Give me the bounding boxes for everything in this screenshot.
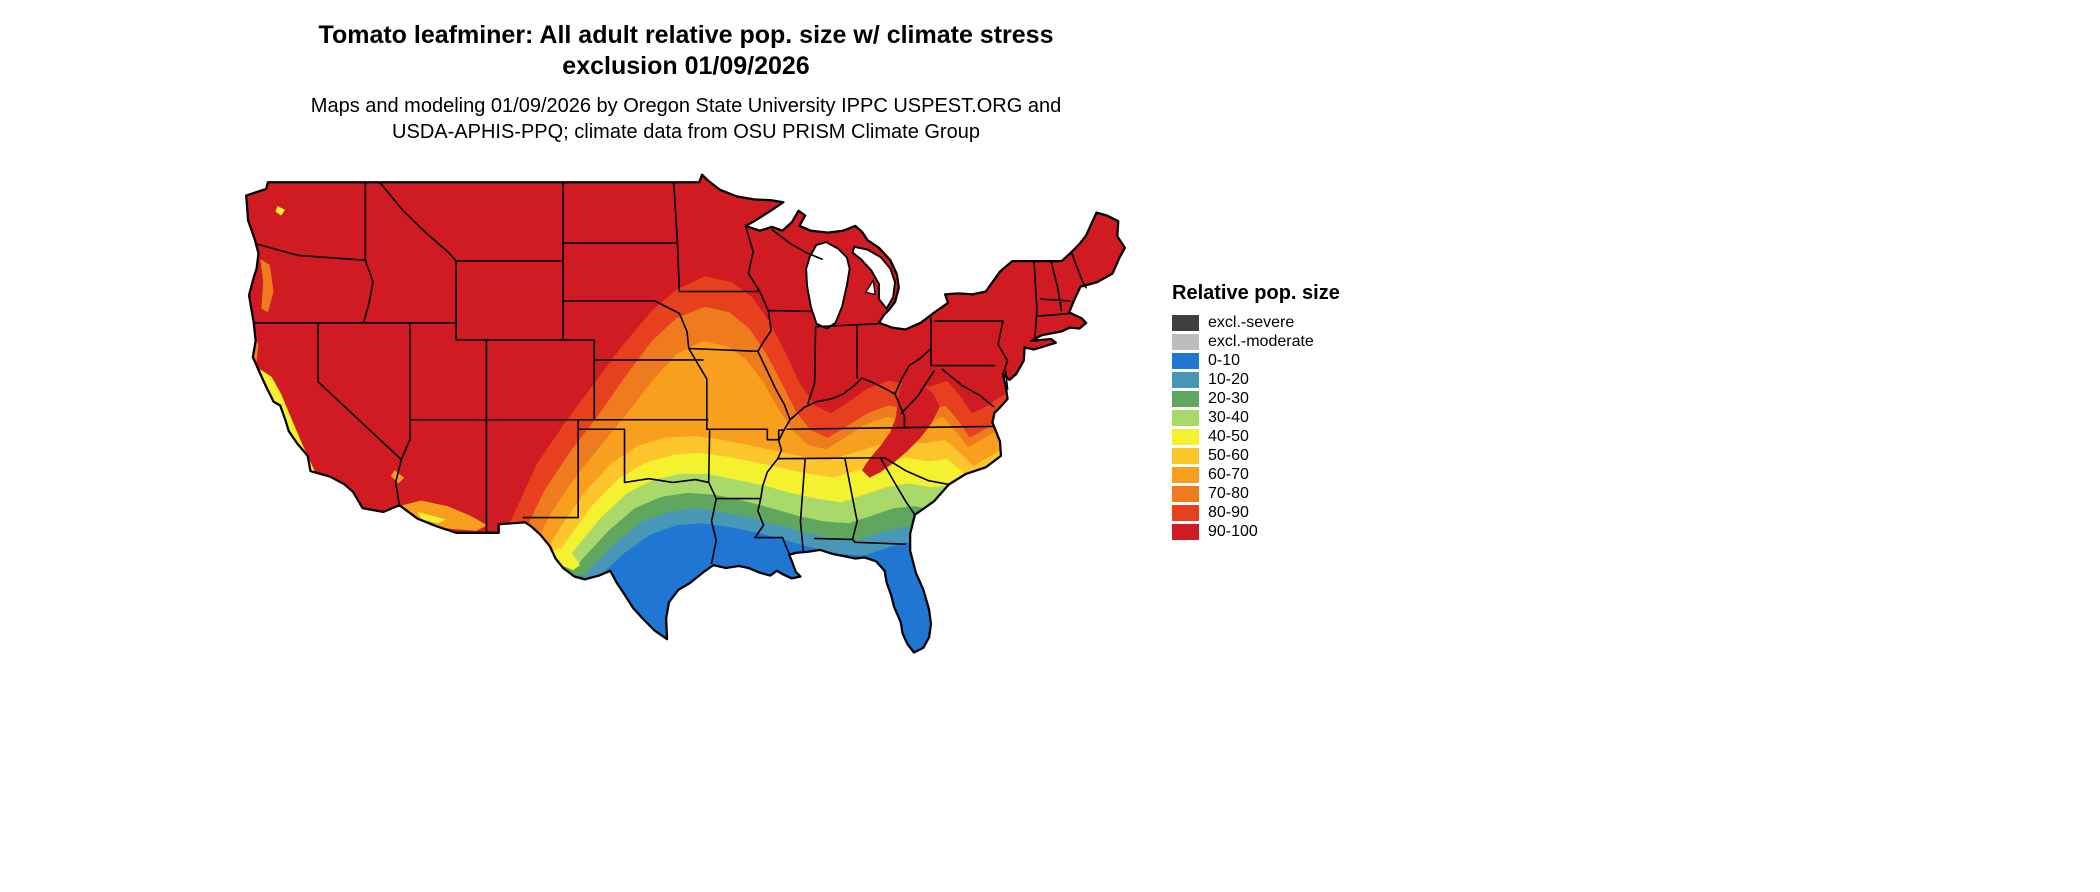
legend-item-label: 20-30 [1208,390,1249,407]
subtitle-block: Maps and modeling 01/09/2026 by Oregon S… [0,93,1372,145]
saginaw-bay [864,278,876,296]
legend-swatch [1172,410,1199,426]
us-choropleth-map [232,168,1140,662]
state-borders [252,181,1087,565]
legend-swatch [1172,486,1199,502]
legend-item: 20-30 [1172,391,1340,407]
us-outline [245,173,1127,654]
legend-item: 40-50 [1172,429,1340,445]
legend-item-label: excl.-moderate [1208,333,1314,350]
legend: Relative pop. size excl.-severe excl.-mo… [1172,282,1340,543]
region-socal-blue-patch [343,506,355,516]
legend-item-label: 30-40 [1208,409,1249,426]
legend-items: excl.-severe excl.-moderate 0-10 10-20 2… [1172,315,1340,540]
page-title-line1: Tomato leafminer: All adult relative pop… [318,21,1054,49]
legend-item: 50-60 [1172,448,1340,464]
legend-swatch [1172,505,1199,521]
legend-item-label: 70-80 [1208,485,1249,502]
legend-swatch [1172,391,1199,407]
legend-item: 70-80 [1172,486,1340,502]
legend-item: 90-100 [1172,524,1340,540]
region-willamette-orange [260,259,274,313]
region-s-arizona-yellow [417,511,446,524]
region-ca-teal-patch [313,491,325,503]
legend-item: 0-10 [1172,353,1340,369]
legend-swatch [1172,315,1199,331]
page-title-line2: exclusion 01/09/2026 [562,52,810,80]
legend-item: 60-70 [1172,467,1340,483]
legend-swatch [1172,429,1199,445]
legend-item-label: excl.-severe [1208,314,1295,331]
lake-huron [851,245,896,311]
legend-title: Relative pop. size [1172,282,1340,304]
legend-swatch [1172,334,1199,350]
great-lakes [805,241,896,330]
legend-item-label: 10-20 [1208,371,1249,388]
legend-item-label: 90-100 [1208,523,1258,540]
lake-michigan [805,241,851,330]
legend-item-label: 80-90 [1208,504,1249,521]
legend-swatch [1172,372,1199,388]
legend-item: 10-20 [1172,372,1340,388]
legend-item-label: 40-50 [1208,428,1249,445]
legend-item-label: 60-70 [1208,466,1249,483]
legend-item: 80-90 [1172,505,1340,521]
legend-item-label: 0-10 [1208,352,1241,369]
us-map-svg [245,173,1127,654]
legend-item: excl.-moderate [1172,334,1340,350]
subtitle-line2: USDA-APHIS-PPQ; climate data from OSU PR… [392,121,980,143]
legend-swatch [1172,467,1199,483]
region-puget-yellow-dot [275,206,285,216]
legend-item-label: 50-60 [1208,447,1249,464]
legend-swatch [1172,524,1199,540]
title-block: Tomato leafminer: All adult relative pop… [0,20,1372,145]
legend-swatch [1172,448,1199,464]
legend-item: 30-40 [1172,410,1340,426]
subtitle-line1: Maps and modeling 01/09/2026 by Oregon S… [310,95,1062,117]
legend-item: excl.-severe [1172,315,1340,331]
legend-swatch [1172,353,1199,369]
map-regions [246,174,1125,653]
